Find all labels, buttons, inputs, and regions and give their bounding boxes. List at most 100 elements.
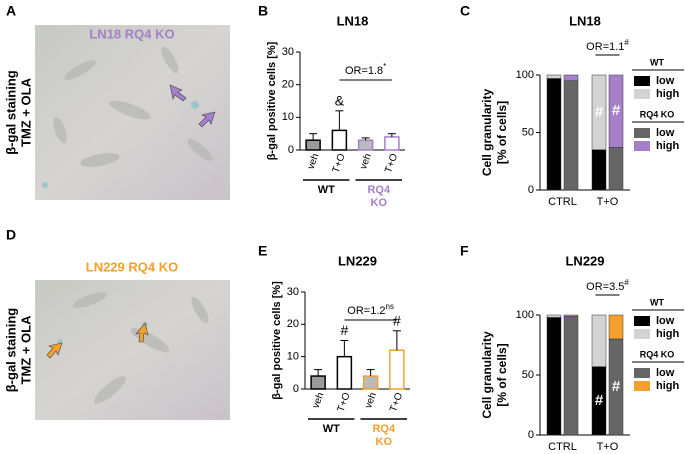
bar xyxy=(310,375,326,390)
bar-segment xyxy=(591,314,607,367)
bracket-sup: * xyxy=(383,62,386,71)
x-tick-label: T+O xyxy=(388,391,405,414)
bar-segment xyxy=(608,147,624,191)
legend-swatch xyxy=(634,76,650,86)
bar-segment xyxy=(608,314,624,340)
legend-label: low xyxy=(656,315,675,327)
bar xyxy=(357,139,374,151)
y-tick-label: 20 xyxy=(287,318,299,330)
y-tick-label: 50 xyxy=(522,369,534,381)
legend-swatch xyxy=(634,128,650,138)
legend-swatch xyxy=(634,141,650,151)
bar xyxy=(362,375,379,390)
x-tick-label: veh xyxy=(363,391,379,410)
legend-label: low xyxy=(656,367,675,379)
value-note: # xyxy=(612,378,621,395)
y-tick-label: 10 xyxy=(287,351,299,363)
y-tick-label: 0 xyxy=(528,184,534,196)
y-axis-label: Cell granularity xyxy=(480,331,494,419)
bar xyxy=(389,349,405,390)
bar-segment xyxy=(591,149,607,191)
legend-header: RQ4 KO xyxy=(640,109,675,119)
panel-letter: F xyxy=(460,243,469,259)
value-note: # xyxy=(595,392,604,409)
image-d xyxy=(35,280,230,420)
y-axis-label: Cell granularity xyxy=(480,88,494,176)
legend-header: RQ4 KO xyxy=(640,349,675,359)
image-a xyxy=(35,25,230,200)
panel-letter: C xyxy=(460,3,470,19)
x-tick-label: T+O xyxy=(597,441,619,453)
bar xyxy=(336,355,353,390)
x-tick-label: CTRL xyxy=(548,196,577,208)
bar xyxy=(331,129,348,151)
group-label: WT xyxy=(323,423,340,435)
bracket-label: OR=1.8* xyxy=(345,62,386,77)
legend-label: low xyxy=(656,75,675,87)
bracket-label: OR=1.1# xyxy=(586,38,629,53)
chart-title: LN18 xyxy=(569,13,601,28)
x-tick-label: T+O xyxy=(331,152,348,175)
y-axis-label: β-gal positive cells [%] xyxy=(271,281,283,400)
bar xyxy=(384,136,400,151)
bar-segment xyxy=(563,74,579,81)
y-tick-label: 0 xyxy=(528,429,534,441)
legend-label: low xyxy=(656,127,675,139)
bar-segment xyxy=(563,80,579,191)
y-tick-label: 10 xyxy=(282,111,294,123)
panel-letter: B xyxy=(258,3,268,19)
y-tick-label: 30 xyxy=(282,46,294,58)
legend-header: WT xyxy=(650,297,664,307)
panel-title: LN229 RQ4 KO xyxy=(86,259,178,274)
x-tick-label: veh xyxy=(358,152,374,171)
chart-title: LN229 xyxy=(338,253,377,268)
x-tick-label: veh xyxy=(306,152,322,171)
y-tick-label: 100 xyxy=(516,309,534,321)
bracket-sup: ns xyxy=(386,302,394,311)
x-tick-label: veh xyxy=(311,391,327,410)
y-tick-label: 50 xyxy=(522,126,534,138)
side-label: β-gal staining xyxy=(3,308,18,393)
y-axis-label: [% of cells] xyxy=(495,343,509,406)
panel-letter: A xyxy=(6,3,16,19)
legend-swatch xyxy=(634,381,650,391)
y-tick-label: 0 xyxy=(293,383,299,395)
panel-title: LN18 RQ4 KO xyxy=(89,26,174,41)
bar-segment xyxy=(608,74,624,148)
side-label: TMZ + OLA xyxy=(18,77,33,147)
value-note: # xyxy=(612,102,621,119)
group-label: RQ4 xyxy=(367,184,391,196)
bracket-label: OR=1.2ns xyxy=(347,302,394,317)
x-tick-label: T+O xyxy=(336,391,353,414)
chart-title: LN18 xyxy=(337,13,369,28)
legend-swatch xyxy=(634,89,650,99)
y-axis-label: β-gal positive cells [%] xyxy=(266,41,278,160)
value-note: # xyxy=(393,313,401,329)
side-label: β-gal staining xyxy=(3,70,18,155)
y-axis-label: [% of cells] xyxy=(495,101,509,164)
side-label: TMZ + OLA xyxy=(18,315,33,385)
legend-swatch xyxy=(634,329,650,339)
bracket-sup: # xyxy=(624,38,629,47)
value-note: # xyxy=(595,103,604,120)
bracket-text: OR=1.1 xyxy=(586,41,624,53)
value-note: # xyxy=(340,322,348,338)
y-tick-label: 30 xyxy=(287,286,299,298)
bar-segment xyxy=(546,78,562,191)
legend-swatch xyxy=(634,316,650,326)
value-note: & xyxy=(335,93,345,109)
bracket-sup: # xyxy=(624,278,629,287)
y-tick-label: 100 xyxy=(516,69,534,81)
bar-segment xyxy=(591,74,607,150)
bar-segment xyxy=(563,314,579,317)
group-label: KO xyxy=(371,197,388,209)
bar xyxy=(305,139,321,151)
bar-segment xyxy=(546,314,562,318)
bar-segment xyxy=(563,315,579,436)
bar-segment xyxy=(546,317,562,436)
group-label: WT xyxy=(318,184,335,196)
bracket-text: OR=1.2 xyxy=(347,305,385,317)
chart-title: LN229 xyxy=(565,253,604,268)
group-label: KO xyxy=(376,436,393,448)
x-tick-label: T+O xyxy=(597,196,619,208)
